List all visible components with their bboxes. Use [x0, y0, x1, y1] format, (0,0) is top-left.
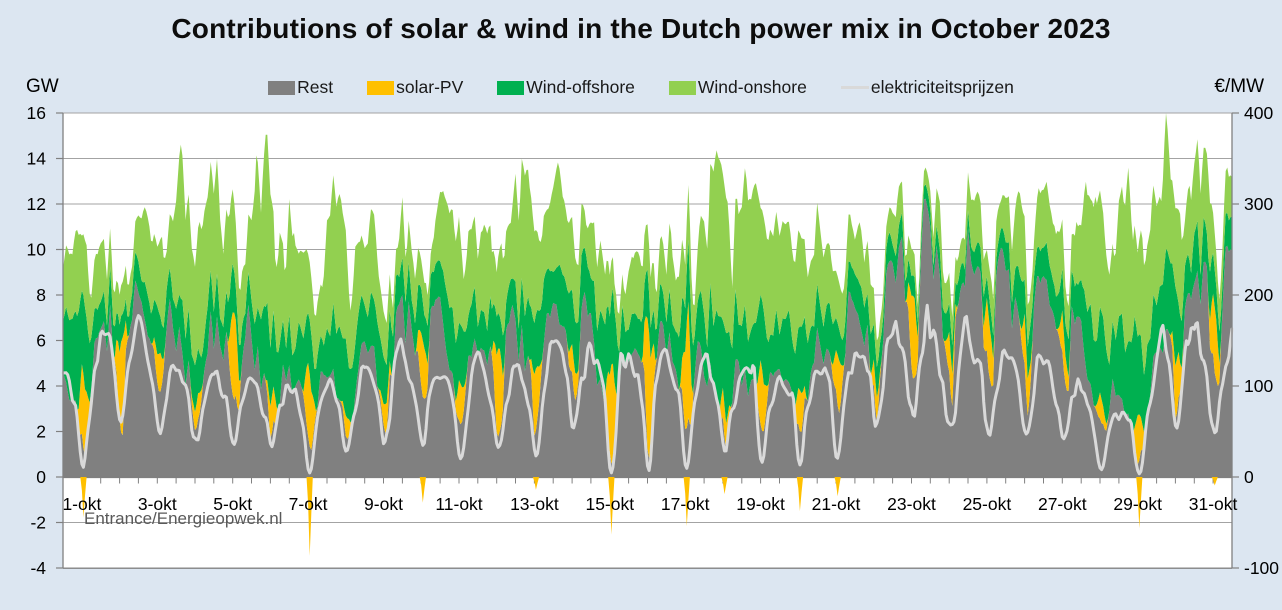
x-axis-tick-label: 5-okt	[213, 494, 252, 514]
left-axis-tick-label: 16	[27, 103, 46, 123]
legend-color-swatch	[268, 80, 296, 95]
left-axis: 16 14 12 10 8 6 4 2 0 -2 -4	[27, 103, 63, 578]
legend-color-swatch	[497, 80, 525, 95]
x-axis-tick-label: 31-okt	[1189, 494, 1238, 514]
legend-label: Rest	[297, 77, 334, 97]
x-axis-tick-label: 3-okt	[138, 494, 177, 514]
x-axis-ticks	[62, 478, 1233, 484]
legend-color-swatch	[668, 80, 696, 95]
right-axis: 400 300 200 100 0 -100	[1232, 103, 1279, 578]
left-axis-tick-label: 12	[27, 194, 46, 214]
legend-item-solar-pv: solar-PV	[367, 77, 463, 98]
right-axis-tick-label: 400	[1244, 103, 1273, 123]
x-axis-tick-label: 7-okt	[289, 494, 328, 514]
x-axis-labels: 1-okt 3-okt 5-okt 7-okt 9-okt 11-okt 13-okt 15-…	[62, 494, 1237, 514]
series-electricity-price-line	[61, 303, 1234, 476]
chart-legend: Rest solar-PV Wind-offshore Wind-onshore ele…	[0, 77, 1282, 98]
legend-color-swatch	[367, 80, 395, 95]
right-axis-unit-label: €/MW	[1214, 76, 1264, 97]
left-axis-tick-label: 6	[36, 331, 46, 351]
x-axis-tick-label: 23-okt	[887, 494, 936, 514]
x-axis-tick-label: 11-okt	[435, 494, 482, 514]
x-axis-tick-label: 27-okt	[1038, 494, 1087, 514]
left-axis-tick-label: 4	[36, 376, 46, 396]
right-axis-tick-label: 300	[1244, 194, 1273, 214]
left-axis-tick-label: 2	[36, 422, 46, 442]
legend-label: elektriciteitsprijzen	[870, 77, 1014, 97]
legend-item-wind-onshore: Wind-onshore	[668, 77, 807, 98]
watermark-text: Entrance/Energieopwek.nl	[84, 509, 283, 528]
x-axis-tick-label: 9-okt	[364, 494, 403, 514]
x-axis-tick-label: 25-okt	[963, 494, 1012, 514]
right-axis-tick-label: 200	[1244, 285, 1273, 305]
x-axis-tick-label: 17-okt	[661, 494, 710, 514]
legend-label: Wind-offshore	[526, 77, 635, 97]
left-axis-tick-label: 8	[36, 285, 46, 305]
series-wind-onshore-area	[63, 113, 1232, 375]
legend-label: Wind-onshore	[697, 77, 807, 97]
legend-item-wind-offshore: Wind-offshore	[497, 77, 635, 98]
legend-label: solar-PV	[396, 77, 464, 97]
right-axis-tick-label: -100	[1244, 558, 1279, 578]
chart-title: Contributions of solar & wind in the Dut…	[171, 13, 1111, 44]
left-axis-unit-label: GW	[26, 76, 59, 97]
left-axis-tick-label: 14	[27, 149, 47, 169]
x-axis-tick-label: 29-okt	[1113, 494, 1162, 514]
legend-item-elektriciteitsprijzen: elektriciteitsprijzen	[840, 77, 1014, 98]
series-solar-pv-area	[63, 198, 1232, 465]
legend-line-swatch	[840, 86, 869, 89]
left-axis-tick-label: -2	[30, 513, 46, 533]
x-axis-tick-label: 1-okt	[62, 494, 101, 514]
left-axis-tick-label: -4	[30, 558, 46, 578]
x-axis-tick-label: 13-okt	[510, 494, 559, 514]
x-axis-tick-label: 15-okt	[585, 494, 634, 514]
series-wind-offshore-area	[63, 184, 1232, 434]
right-axis-tick-label: 100	[1244, 376, 1273, 396]
right-axis-tick-label: 0	[1244, 467, 1254, 487]
left-axis-tick-label: 10	[27, 240, 47, 260]
x-axis-tick-label: 21-okt	[812, 494, 861, 514]
left-axis-tick-label: 0	[36, 467, 46, 487]
x-axis-tick-label: 19-okt	[736, 494, 785, 514]
legend-item-rest: Rest	[268, 77, 333, 98]
